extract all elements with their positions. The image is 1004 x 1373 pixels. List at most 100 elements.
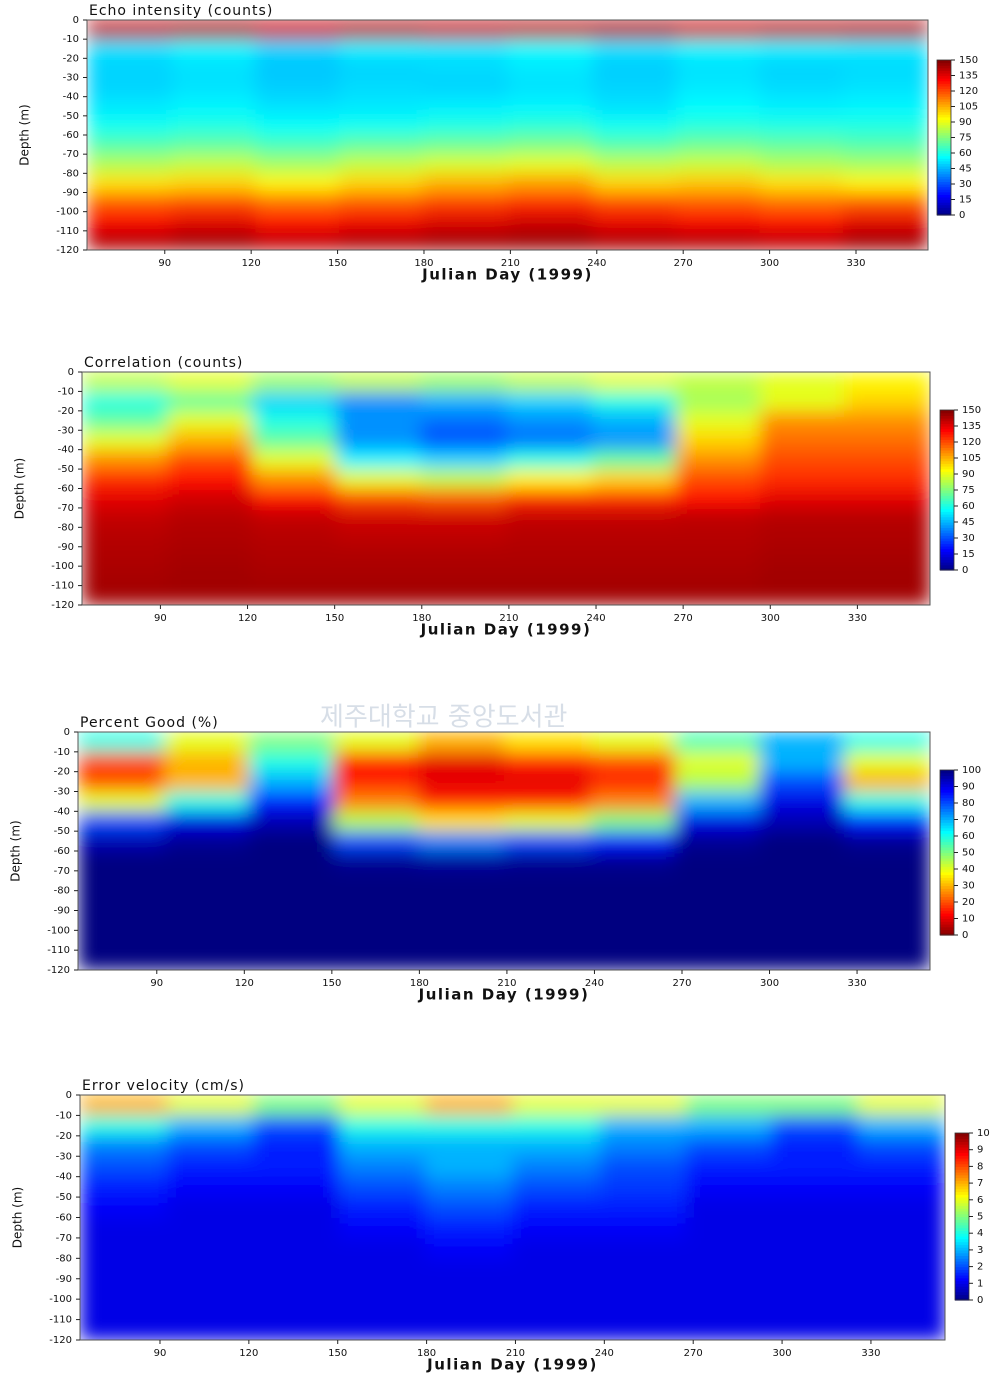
heatmap-cell bbox=[336, 488, 421, 509]
heatmap-cell bbox=[420, 449, 507, 470]
y-tick-label: -10 bbox=[54, 747, 70, 758]
y-tick-label: -100 bbox=[51, 561, 74, 572]
heatmap-cell bbox=[590, 930, 676, 951]
heatmap-cell bbox=[857, 1197, 945, 1218]
x-tick-label: 90 bbox=[150, 978, 163, 989]
y-tick-label: -20 bbox=[63, 53, 79, 64]
heatmap-cell bbox=[675, 449, 761, 470]
heatmap-cell bbox=[759, 910, 845, 931]
heatmap-cell bbox=[590, 890, 676, 911]
heatmap-cell bbox=[339, 1197, 426, 1218]
heatmap-cell bbox=[857, 1135, 945, 1157]
colorbar-segment bbox=[940, 786, 954, 790]
x-tick-label: 240 bbox=[586, 613, 605, 624]
colorbar-segment bbox=[940, 484, 954, 488]
heatmap-cell bbox=[760, 507, 845, 528]
heatmap-cell bbox=[87, 77, 173, 98]
colorbar-segment bbox=[940, 431, 954, 435]
heatmap-cell bbox=[843, 950, 930, 970]
colorbar-segment bbox=[937, 184, 951, 188]
heatmap-cell bbox=[759, 791, 845, 812]
colorbar-segment bbox=[940, 918, 954, 922]
heatmap-cell bbox=[599, 1115, 687, 1137]
heatmap-cell bbox=[251, 372, 337, 392]
heatmap-cell bbox=[333, 910, 419, 931]
heatmap-cell bbox=[420, 507, 507, 528]
heatmap-cell bbox=[857, 1319, 945, 1340]
colorbar-segment bbox=[940, 866, 954, 870]
heatmap-cell bbox=[675, 96, 761, 117]
heatmap-cell bbox=[253, 1135, 340, 1157]
heatmap-cell bbox=[167, 1156, 254, 1178]
heatmap-cell bbox=[599, 1217, 687, 1239]
heatmap-cell bbox=[592, 230, 677, 250]
heatmap-cell bbox=[759, 870, 845, 892]
colorbar-segment bbox=[955, 1216, 969, 1220]
heatmap-cell bbox=[417, 751, 505, 773]
colorbar-segment bbox=[940, 455, 954, 459]
heatmap-cell bbox=[425, 1258, 513, 1280]
heatmap-cell bbox=[771, 1115, 859, 1137]
heatmap-cell bbox=[255, 154, 340, 174]
heatmap-cell bbox=[685, 1299, 773, 1321]
heatmap-cell bbox=[512, 1156, 601, 1178]
heatmap-cell bbox=[422, 20, 508, 40]
colorbar-segment bbox=[940, 551, 954, 555]
heatmap-cell bbox=[504, 910, 591, 931]
heatmap-cell bbox=[591, 372, 677, 392]
x-tick-label: 90 bbox=[158, 258, 171, 269]
heatmap-cell bbox=[843, 192, 928, 213]
heatmap-cell bbox=[87, 96, 173, 117]
heatmap-cell bbox=[82, 488, 169, 509]
colorbar-segment bbox=[940, 921, 954, 925]
heatmap-cell bbox=[333, 950, 419, 970]
heatmap-cell bbox=[592, 211, 677, 232]
colorbar-segment bbox=[955, 1244, 969, 1248]
heatmap-cell bbox=[504, 732, 591, 753]
heatmap-cell bbox=[844, 449, 930, 470]
colorbar-segment bbox=[937, 145, 951, 149]
colorbar-segment bbox=[940, 816, 954, 821]
heatmap-cell bbox=[599, 1197, 687, 1218]
x-tick-label: 210 bbox=[506, 1348, 525, 1359]
colorbar-segment bbox=[940, 532, 954, 536]
colorbar-tick-label: 60 bbox=[962, 501, 975, 512]
heatmap-cell bbox=[592, 173, 677, 193]
heatmap-cell bbox=[171, 77, 256, 98]
heatmap-cell bbox=[333, 870, 419, 892]
heatmap-cell bbox=[336, 507, 421, 528]
heatmap-cell bbox=[843, 890, 930, 911]
heatmap-cell bbox=[255, 192, 340, 213]
colorbar-segment bbox=[940, 932, 954, 936]
heatmap-cell bbox=[759, 230, 844, 250]
colorbar-segment bbox=[940, 874, 954, 878]
colorbar-segment bbox=[940, 929, 954, 933]
heatmap-cell bbox=[87, 154, 173, 174]
heatmap-cell bbox=[422, 173, 508, 193]
heatmap-cell bbox=[759, 851, 845, 872]
cells bbox=[80, 1095, 945, 1340]
colorbar-tick-label: 0 bbox=[977, 1295, 983, 1306]
colorbar-segment bbox=[940, 811, 954, 815]
colorbar-segment bbox=[937, 75, 951, 79]
heatmap-cell bbox=[251, 410, 337, 431]
heatmap-cell bbox=[843, 831, 930, 852]
panel-title: Percent Good (%) bbox=[80, 715, 219, 731]
colorbar-segment bbox=[940, 442, 954, 446]
heatmap-cell bbox=[339, 135, 424, 155]
colorbar-segment bbox=[940, 564, 954, 568]
heatmap-cell bbox=[675, 20, 761, 40]
heatmap-cell bbox=[512, 1278, 601, 1300]
heatmap-cell bbox=[255, 211, 340, 232]
colorbar-segment bbox=[940, 849, 954, 854]
y-axis-label: Depth (m) bbox=[11, 1187, 25, 1248]
colorbar-segment bbox=[940, 554, 954, 558]
heatmap-cell bbox=[675, 507, 761, 528]
heatmap-cell bbox=[843, 851, 930, 872]
heatmap-cell bbox=[339, 1176, 426, 1198]
heatmap-cell bbox=[80, 1156, 168, 1178]
heatmap-cell bbox=[255, 173, 340, 193]
heatmap-cell bbox=[248, 930, 334, 951]
heatmap-cell bbox=[167, 1299, 254, 1321]
heatmap-cell bbox=[506, 372, 593, 392]
